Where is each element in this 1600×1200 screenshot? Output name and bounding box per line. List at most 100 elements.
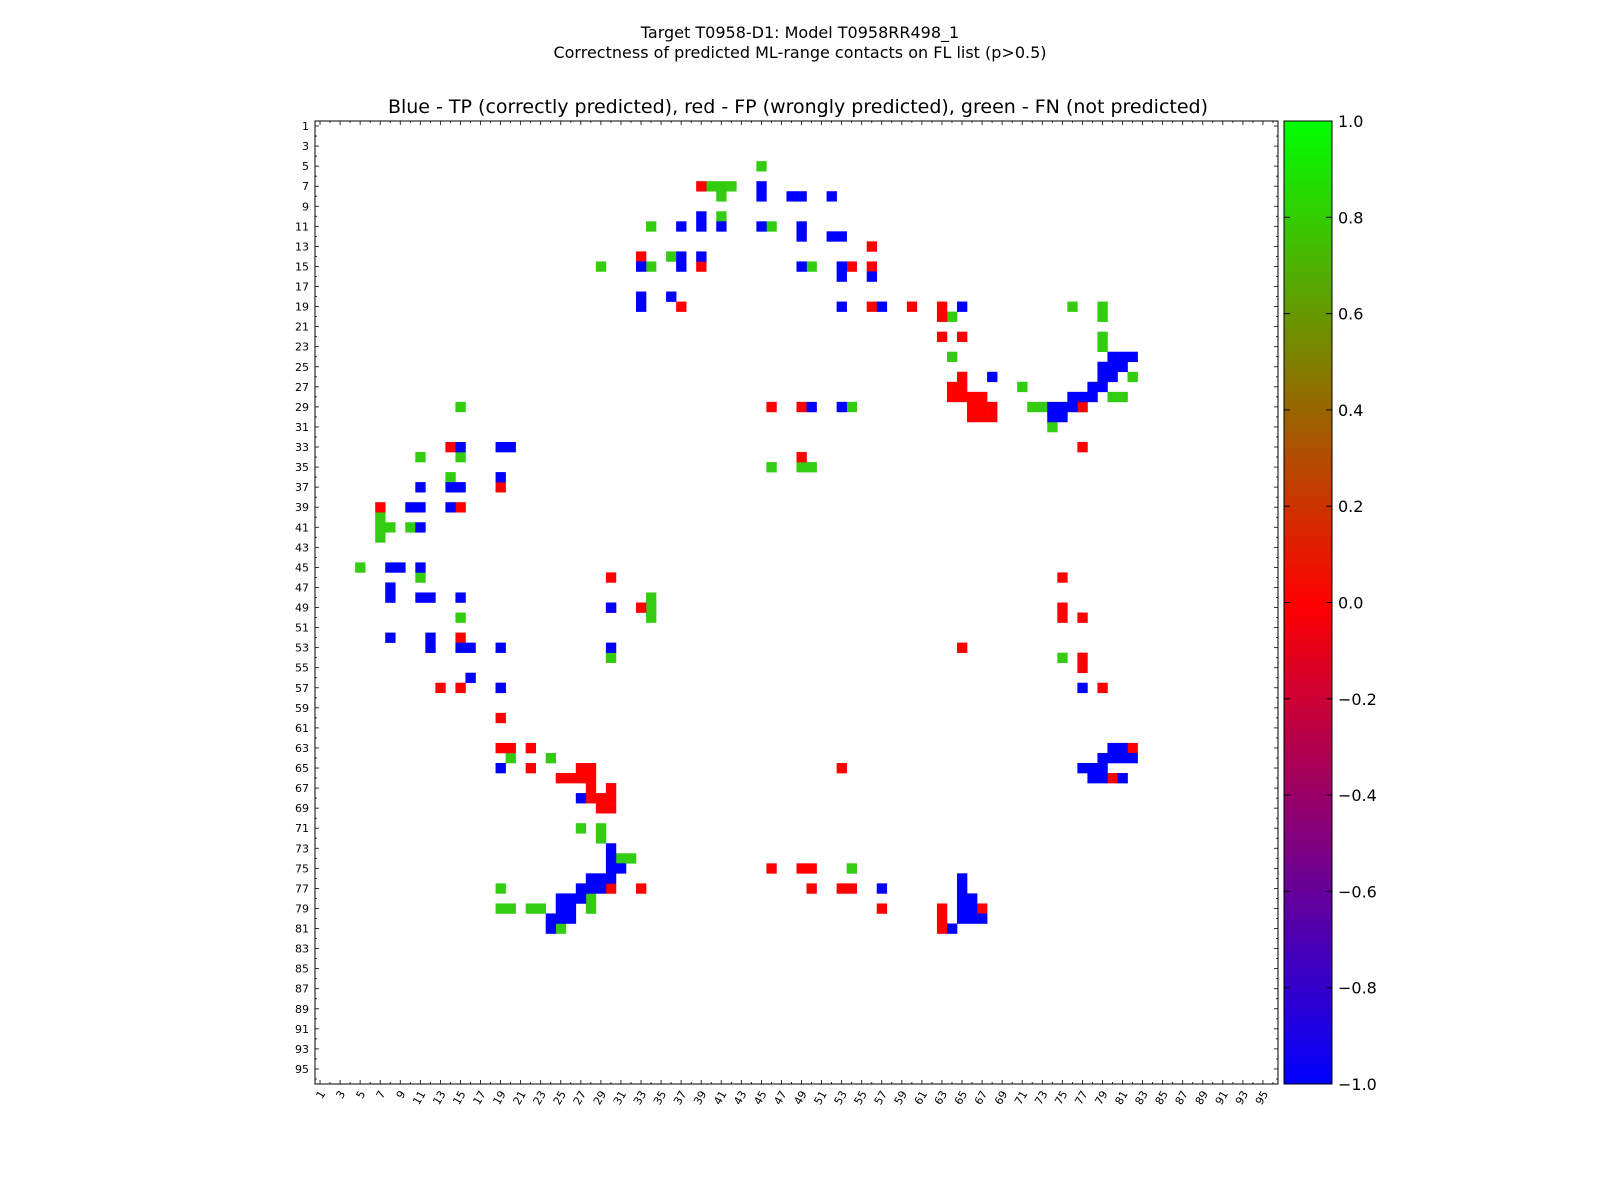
- cell-tp-34: [1097, 371, 1108, 383]
- cell-fn-3: [726, 181, 737, 192]
- x-tick-label: 63: [932, 1089, 950, 1108]
- plot-frame: [314, 120, 1279, 1085]
- cell-tp-31: [1097, 361, 1108, 373]
- cell-tp-47: [1047, 411, 1058, 423]
- cell-fp-49: [1097, 682, 1108, 694]
- cell-tp-35: [1107, 371, 1118, 383]
- cell-fp-85: [977, 903, 988, 914]
- x-tick-label: 11: [410, 1089, 428, 1108]
- x-tick-label: 57: [872, 1089, 890, 1108]
- cell-tp-89: [1097, 773, 1108, 784]
- cell-fn-62: [525, 903, 536, 914]
- cell-tp-28: [1107, 351, 1118, 363]
- cell-tp-11: [796, 231, 807, 242]
- cell-fn-17: [1097, 341, 1108, 353]
- cell-fn-54: [615, 853, 627, 864]
- cell-fp-43: [957, 642, 968, 653]
- x-tick-label: 55: [852, 1089, 870, 1108]
- y-tick-label: 95: [295, 1063, 309, 1076]
- cell-fn-16: [1097, 331, 1108, 342]
- cell-fp-45: [1077, 662, 1088, 674]
- cell-tp-56: [445, 502, 456, 513]
- y-tick-label: 67: [295, 782, 309, 795]
- cell-fn-37: [375, 522, 386, 533]
- cell-tp-27: [957, 301, 968, 312]
- cell-fn-31: [455, 452, 466, 463]
- cell-fn-8: [666, 251, 677, 262]
- cell-fp-47: [455, 682, 466, 694]
- cell-fn-49: [505, 752, 516, 764]
- cell-fn-34: [806, 462, 817, 473]
- cell-tp-108: [575, 893, 587, 904]
- cell-fp-71: [605, 803, 617, 814]
- y-tick-label: 19: [295, 301, 309, 314]
- cell-tp-103: [595, 883, 607, 894]
- cell-tp-65: [415, 592, 426, 603]
- cell-fn-0: [756, 161, 767, 172]
- cell-fn-6: [646, 221, 657, 232]
- cell-tp-96: [615, 863, 627, 874]
- y-tick-label: 69: [295, 802, 309, 815]
- cell-fn-12: [1067, 301, 1078, 312]
- cell-fp-64: [585, 773, 597, 784]
- cell-tp-92: [575, 793, 587, 804]
- x-tick-label: 47: [771, 1089, 789, 1108]
- y-tick-label: 21: [295, 321, 309, 334]
- cell-fn-52: [595, 823, 607, 834]
- x-tick-label: 51: [812, 1089, 830, 1108]
- cell-fp-58: [836, 763, 847, 774]
- cell-fn-27: [1047, 421, 1058, 433]
- cell-fp-34: [455, 502, 466, 513]
- cell-tp-84: [1127, 752, 1138, 764]
- cell-fn-22: [1117, 391, 1128, 403]
- y-tick-label: 41: [295, 521, 309, 534]
- y-tick-label: 25: [295, 361, 309, 374]
- cell-tp-50: [495, 442, 506, 453]
- x-tick-label: 35: [651, 1089, 669, 1108]
- x-tick-label: 21: [511, 1089, 529, 1108]
- cell-fp-20: [967, 401, 978, 413]
- cell-fn-24: [1037, 401, 1048, 413]
- cell-fp-84: [936, 923, 948, 934]
- cell-tp-73: [465, 642, 476, 653]
- cell-fn-32: [766, 462, 777, 473]
- cell-tp-113: [957, 903, 968, 914]
- cell-tp-62: [415, 562, 426, 573]
- cell-fp-12: [957, 331, 968, 342]
- cell-fp-74: [806, 863, 817, 874]
- cell-tp-97: [585, 873, 597, 884]
- cell-fp-82: [936, 903, 948, 914]
- x-tick-label: 33: [631, 1089, 649, 1108]
- cell-fp-36: [1057, 572, 1068, 583]
- axis-ticks: [315, 121, 1278, 1084]
- cell-fn-53: [595, 833, 607, 844]
- cell-fp-15: [957, 381, 968, 393]
- x-tick-label: 29: [591, 1089, 609, 1108]
- colorbar-tick-label: −0.4: [1338, 786, 1377, 805]
- cell-fn-21: [1107, 391, 1118, 403]
- cell-fp-44: [1077, 652, 1088, 663]
- cell-tp-112: [565, 903, 577, 914]
- cell-tp-40: [1077, 391, 1088, 403]
- cell-fn-29: [846, 401, 857, 413]
- cell-fp-60: [565, 773, 577, 784]
- cell-tp-52: [495, 472, 506, 483]
- cell-tp-72: [455, 642, 466, 653]
- colorbar-tick-label: 1.0: [1338, 112, 1363, 131]
- x-tick-label: 81: [1112, 1089, 1130, 1108]
- plot-title: Blue - TP (correctly predicted), red - F…: [388, 96, 1208, 118]
- y-tick-label: 77: [295, 882, 309, 895]
- cell-tp-71: [425, 642, 436, 653]
- x-tick-label: 3: [334, 1089, 349, 1102]
- colorbar-tick-label: 0.8: [1338, 208, 1363, 227]
- cell-tp-93: [605, 843, 617, 854]
- cell-tp-60: [385, 562, 396, 573]
- y-tick-label: 1: [302, 120, 309, 133]
- cell-fn-10: [646, 261, 657, 272]
- cell-tp-115: [545, 913, 557, 924]
- x-tick-label: 87: [1173, 1089, 1191, 1108]
- cell-tp-42: [1047, 401, 1058, 413]
- cell-fp-10: [936, 311, 948, 322]
- cell-tp-12: [826, 231, 837, 242]
- x-tick-label: 43: [731, 1089, 749, 1108]
